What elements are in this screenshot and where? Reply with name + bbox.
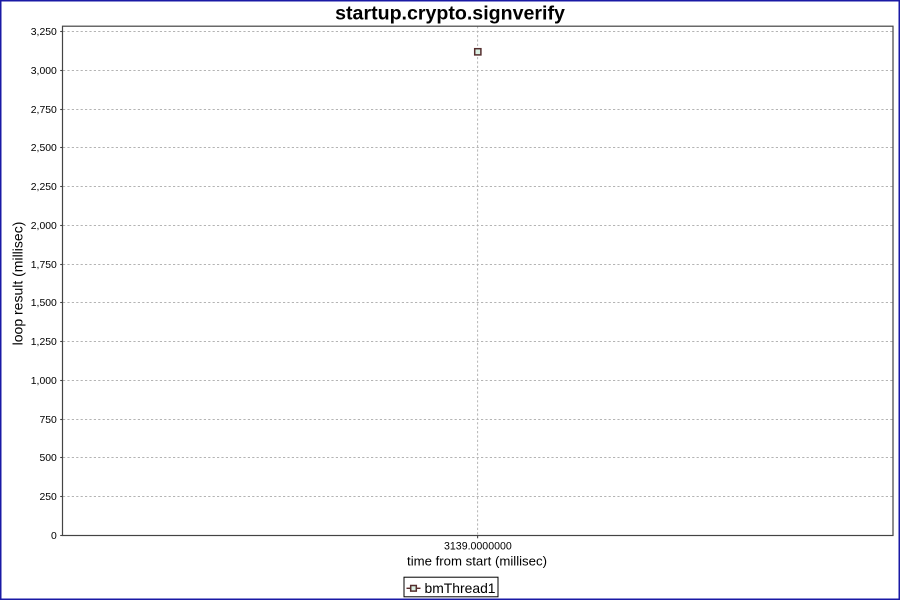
svg-text:1,000: 1,000 bbox=[31, 376, 57, 387]
svg-text:1,500: 1,500 bbox=[31, 298, 57, 309]
svg-text:750: 750 bbox=[39, 415, 57, 426]
svg-text:1,250: 1,250 bbox=[31, 337, 57, 348]
svg-text:3,000: 3,000 bbox=[31, 66, 57, 77]
svg-text:2,500: 2,500 bbox=[31, 143, 57, 154]
svg-text:startup.crypto.signverify: startup.crypto.signverify bbox=[335, 3, 565, 25]
svg-text:bmThread1: bmThread1 bbox=[425, 580, 496, 596]
svg-text:0: 0 bbox=[51, 531, 57, 542]
svg-text:time from start (millisec): time from start (millisec) bbox=[407, 554, 547, 569]
svg-text:loop result (millisec): loop result (millisec) bbox=[9, 222, 25, 346]
svg-text:3139.0000000: 3139.0000000 bbox=[444, 540, 512, 552]
svg-text:2,000: 2,000 bbox=[31, 221, 57, 232]
svg-text:2,250: 2,250 bbox=[31, 182, 57, 193]
svg-text:2,750: 2,750 bbox=[31, 105, 57, 116]
svg-text:500: 500 bbox=[39, 453, 57, 464]
svg-text:3,250: 3,250 bbox=[31, 27, 57, 38]
svg-text:1,750: 1,750 bbox=[31, 260, 57, 271]
svg-text:250: 250 bbox=[39, 492, 57, 503]
